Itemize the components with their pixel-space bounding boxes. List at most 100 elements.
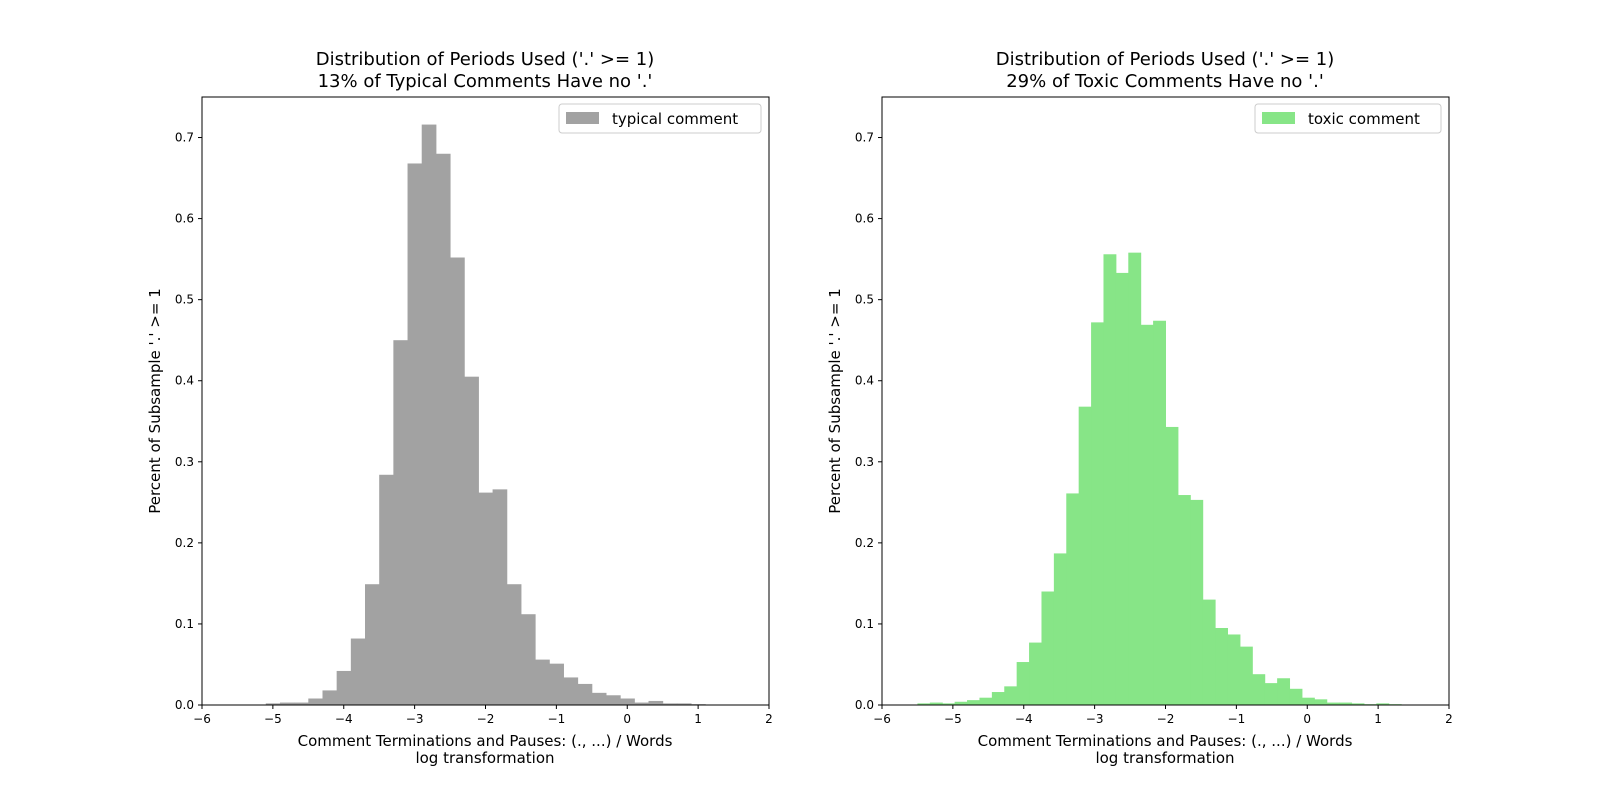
histogram-bar: [662, 703, 678, 705]
legend-swatch: [1262, 112, 1295, 124]
x-tick-label: 1: [1374, 712, 1382, 726]
histogram-bar: [336, 670, 352, 705]
histogram-bar: [492, 489, 508, 705]
histogram-bar: [954, 701, 968, 705]
x-tick-label: −4: [335, 712, 353, 726]
histogram-bar: [294, 702, 309, 705]
histogram-bar: [1301, 697, 1315, 705]
histogram-bar: [1202, 599, 1216, 705]
histogram-bar: [1016, 662, 1030, 705]
histogram-bar: [1376, 703, 1390, 705]
histogram-bar: [435, 153, 451, 705]
histogram-bar: [1227, 634, 1241, 705]
histogram-bar: [1078, 406, 1092, 705]
y-tick-label: 0.6: [175, 212, 194, 226]
histogram-bar: [1314, 699, 1328, 705]
legend-box: [1254, 103, 1442, 134]
x-tick-label: −2: [477, 712, 495, 726]
legend: typical comment: [558, 103, 762, 134]
x-axis-sublabel: log transformation: [1095, 749, 1234, 767]
chart-title: Distribution of Periods Used ('.' >= 1): [316, 49, 655, 70]
histogram-bar: [1326, 702, 1340, 705]
histogram-bar: [605, 695, 621, 705]
histogram-bar: [350, 638, 366, 705]
y-tick-label: 0.6: [855, 212, 874, 226]
histogram-bar: [1277, 678, 1291, 705]
y-tick-label: 0.4: [175, 374, 194, 388]
histogram-bar: [563, 677, 579, 705]
x-tick-label: 0: [1303, 712, 1311, 726]
histogram-bar: [1091, 322, 1104, 705]
histogram-bar: [1004, 686, 1018, 705]
histogram-bar: [279, 702, 295, 705]
histogram-bar: [1041, 591, 1055, 705]
histogram-bar: [634, 702, 650, 705]
histogram-bar: [407, 163, 423, 706]
histogram-bar: [917, 703, 931, 705]
histogram-bar: [421, 124, 437, 705]
histogram-bar: [676, 703, 692, 705]
legend-label: typical comment: [612, 110, 738, 128]
x-tick-label: −4: [1015, 712, 1033, 726]
y-tick-label: 0.0: [855, 698, 874, 712]
histogram-bar: [979, 697, 993, 705]
histogram-bar: [1264, 683, 1278, 705]
x-axis-label: Comment Terminations and Pauses: (., ...…: [978, 732, 1353, 750]
histogram-bar: [1029, 642, 1042, 705]
y-tick-label: 0.3: [175, 455, 194, 469]
histogram-bar: [1128, 252, 1142, 705]
x-tick-label: 2: [1445, 712, 1453, 726]
y-tick-label: 0.7: [855, 131, 874, 145]
y-tick-label: 0.2: [855, 536, 874, 550]
x-axis-ticks: −6 −5 −4 −3 −2 −1 0 1 2: [193, 705, 773, 726]
histogram-bars: [917, 252, 1402, 705]
histogram-bar: [478, 492, 494, 705]
y-axis-ticks: 0.0 0.1 0.2 0.3 0.4 0.5 0.6 0.7: [855, 131, 882, 712]
histogram-bar: [1140, 324, 1154, 705]
histogram-bar: [1165, 426, 1179, 705]
histogram-bar: [1289, 688, 1303, 705]
histogram-bar: [1177, 495, 1191, 705]
histogram-bar: [506, 584, 522, 705]
y-tick-label: 0.1: [855, 617, 874, 631]
chart-subtitle: 29% of Toxic Comments Have no '.': [1006, 71, 1324, 92]
histogram-bar: [942, 703, 956, 705]
histogram-bar: [365, 584, 380, 705]
histogram-bar: [322, 690, 338, 705]
histogram-bar: [1053, 553, 1067, 705]
histogram-bar: [1215, 627, 1229, 705]
histogram-bar: [577, 683, 593, 705]
typical-comment-histogram: Distribution of Periods Used ('.' >= 1) …: [146, 49, 773, 767]
histogram-bar: [1351, 703, 1365, 705]
legend-label: toxic comment: [1308, 110, 1420, 128]
y-axis-label: Percent of Subsample '.' >= 1: [826, 288, 844, 514]
histogram-bar: [393, 340, 409, 705]
x-tick-label: −6: [873, 712, 891, 726]
histogram-bar: [464, 376, 479, 705]
histogram-bar: [991, 692, 1005, 705]
toxic-comment-histogram: Distribution of Periods Used ('.' >= 1) …: [826, 49, 1453, 767]
histogram-bars: [265, 124, 706, 706]
x-tick-label: −2: [1157, 712, 1175, 726]
histogram-bar: [1339, 702, 1353, 705]
histogram-bar: [1252, 674, 1266, 705]
x-tick-label: 0: [623, 712, 631, 726]
x-tick-label: −1: [548, 712, 566, 726]
histogram-bar: [1103, 254, 1117, 705]
y-tick-label: 0.5: [175, 293, 194, 307]
legend-box: [558, 103, 762, 134]
y-tick-label: 0.2: [175, 536, 194, 550]
x-tick-label: −6: [193, 712, 211, 726]
y-tick-label: 0.1: [175, 617, 194, 631]
histogram-bar: [520, 614, 536, 705]
histogram-bar: [549, 663, 564, 705]
x-axis-ticks: −6 −5 −4 −3 −2 −1 0 1 2: [873, 705, 1453, 726]
y-tick-label: 0.5: [855, 293, 874, 307]
x-tick-label: −5: [264, 712, 282, 726]
y-tick-label: 0.0: [175, 698, 194, 712]
histogram-bar: [308, 698, 323, 705]
legend-swatch: [566, 112, 599, 124]
x-axis-sublabel: log transformation: [415, 749, 554, 767]
x-axis-label: Comment Terminations and Pauses: (., ...…: [298, 732, 673, 750]
